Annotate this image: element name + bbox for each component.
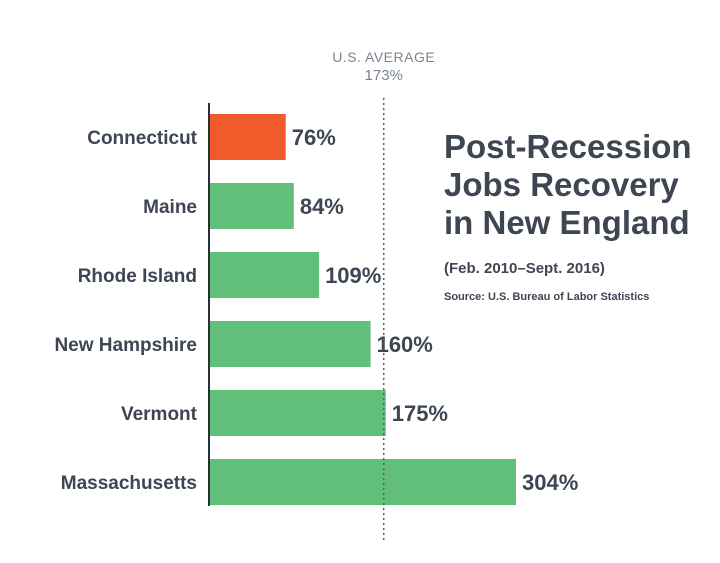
bar-connecticut	[209, 114, 286, 160]
bar-rhode-island	[209, 252, 320, 298]
bar-massachusetts	[209, 459, 516, 505]
us-average-label: U.S. AVERAGE	[332, 49, 435, 65]
value-label-vermont: 175%	[392, 401, 448, 426]
value-label-rhode-island: 109%	[325, 263, 381, 288]
chart-source: Source: U.S. Bureau of Labor Statistics	[444, 291, 650, 303]
bar-maine	[209, 183, 294, 229]
value-label-massachusetts: 304%	[522, 470, 578, 495]
category-label-new-hampshire: New Hampshire	[54, 335, 197, 356]
bars-group	[209, 114, 516, 505]
category-label-maine: Maine	[143, 197, 197, 218]
category-label-connecticut: Connecticut	[87, 128, 197, 149]
category-label-rhode-island: Rhode Island	[78, 266, 197, 287]
value-label-maine: 84%	[300, 194, 344, 219]
category-label-massachusetts: Massachusetts	[61, 473, 197, 494]
value-label-new-hampshire: 160%	[377, 332, 433, 357]
chart-title: Post-Recession Jobs Recovery in New Engl…	[444, 128, 692, 241]
title-block: Post-Recession Jobs Recovery in New Engl…	[444, 128, 714, 303]
category-label-vermont: Vermont	[121, 404, 198, 425]
value-labels: 76% 84% 109% 160% 175% 304%	[292, 125, 579, 495]
value-label-connecticut: 76%	[292, 125, 336, 150]
bar-vermont	[209, 390, 386, 436]
category-labels: Connecticut Maine Rhode Island New Hampshir…	[54, 128, 197, 494]
us-average-value: 173%	[365, 67, 403, 84]
bar-new-hampshire	[209, 321, 371, 367]
chart-subtitle: (Feb. 2010–Sept. 2016)	[444, 260, 605, 277]
